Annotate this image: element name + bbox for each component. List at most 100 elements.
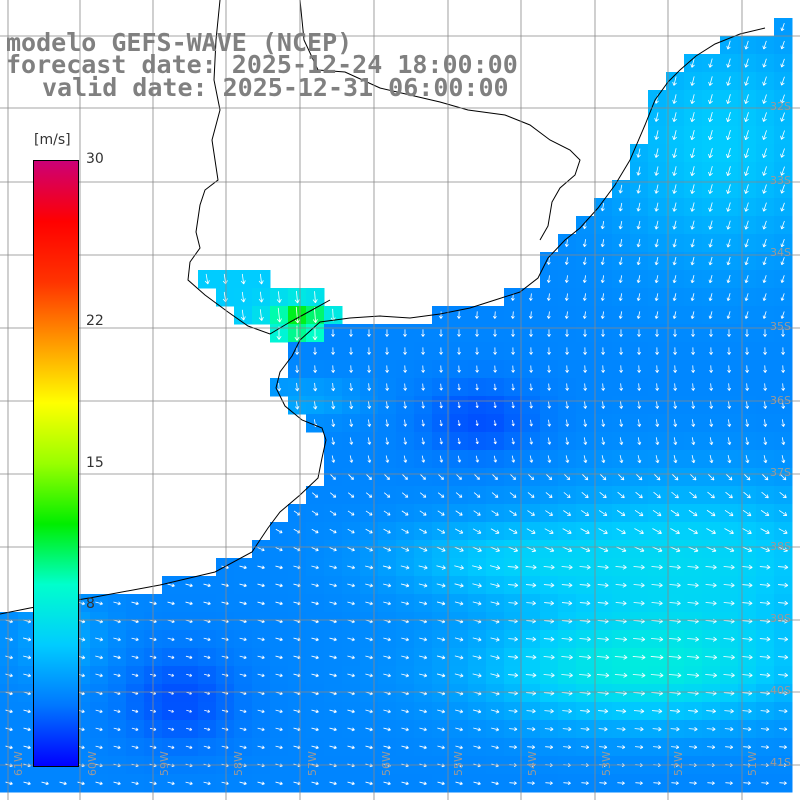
wind-arrow [23,655,32,660]
colorbar-tick-label: 8 [86,596,95,613]
wind-arrow [778,546,788,552]
wind-arrow [312,291,318,304]
wind-arrow [508,672,519,678]
wind-arrow [780,23,785,32]
wind-arrow [257,745,265,750]
wind-arrow [597,546,609,553]
wind-arrow [672,76,677,86]
wind-arrow [403,347,407,355]
wind-arrow [723,600,735,606]
wind-arrow [347,745,355,750]
wind-arrow [457,329,461,337]
wind-arrow [365,727,373,732]
wind-arrow [596,654,610,660]
wind-arrow [619,329,623,337]
wind-arrow [741,636,753,642]
wind-arrow [509,510,517,516]
wind-arrow [619,401,624,409]
wind-arrow [561,672,573,678]
wind-arrow [706,528,716,535]
wind-arrow [705,636,717,642]
wind-arrow [365,528,373,534]
wind-arrow [347,727,355,732]
wind-arrow [436,565,446,570]
wind-arrow [275,547,283,552]
wind-arrow [725,473,733,481]
wind-arrow [691,347,695,355]
wind-arrow [329,727,337,732]
wind-arrow [349,365,353,373]
wind-arrow [401,528,409,534]
wind-arrow [598,726,608,732]
wind-arrow [690,166,695,177]
longitude-label: 60W [86,751,99,776]
wind-arrow [780,202,785,212]
wind-arrow [475,347,479,355]
wind-arrow [419,727,427,732]
wind-arrow [436,601,446,606]
wind-arrow [275,673,283,678]
wind-arrow [724,528,734,535]
wind-arrow [709,365,713,373]
wind-arrow [349,383,354,392]
wind-arrow [457,383,461,391]
wind-arrow [636,202,641,212]
wind-arrow [763,383,768,391]
wind-arrow [311,510,319,516]
wind-arrow [544,528,554,534]
wind-arrow [705,672,718,678]
wind-arrow [185,637,193,642]
wind-arrow [365,673,373,678]
wind-arrow [511,437,515,445]
wind-arrow [472,673,482,678]
latitude-label: 39S [770,612,791,625]
wind-arrow [778,636,789,642]
wind-arrow [527,781,535,786]
wind-arrow [726,130,731,141]
wind-arrow [636,257,641,266]
wind-arrow [707,745,716,750]
wind-arrow [527,510,535,516]
wind-arrow [473,745,481,750]
colorbar-tick-label: 30 [86,151,104,167]
wind-arrow [275,655,283,660]
wind-arrow [546,293,551,301]
wind-arrow [708,76,713,86]
wind-arrow [706,726,716,732]
wind-arrow [654,257,659,266]
wind-arrow [383,655,391,660]
wind-arrow [295,382,300,392]
wind-arrow [600,239,605,248]
longitude-label: 57W [306,751,319,776]
wind-arrow [311,709,319,714]
wind-arrow [437,492,445,498]
wind-arrow [400,565,410,570]
wind-arrow [311,673,319,678]
latitude-label: 34S [770,246,791,259]
wind-arrow [634,509,644,517]
wind-arrow [726,112,731,123]
wind-arrow [295,347,299,355]
wind-arrow [23,673,31,678]
wind-arrow [509,492,517,498]
wind-arrow [781,365,785,373]
wind-arrow [203,781,211,786]
wind-arrow [689,745,698,750]
wind-arrow [635,745,644,750]
wind-arrow [295,400,300,410]
wind-arrow [331,400,336,410]
wind-arrow [673,383,678,391]
wind-arrow [257,673,265,678]
wind-arrow [615,600,627,606]
wind-arrow [744,94,749,104]
wind-arrow [781,419,786,427]
wind-arrow [331,455,336,463]
wind-arrow [547,329,551,337]
wind-arrow [582,311,587,319]
wind-arrow [490,546,500,553]
wind-arrow [525,654,537,660]
wind-arrow [348,474,354,480]
wind-arrow [493,311,497,319]
wind-arrow [597,600,609,606]
wind-arrow [475,402,479,409]
